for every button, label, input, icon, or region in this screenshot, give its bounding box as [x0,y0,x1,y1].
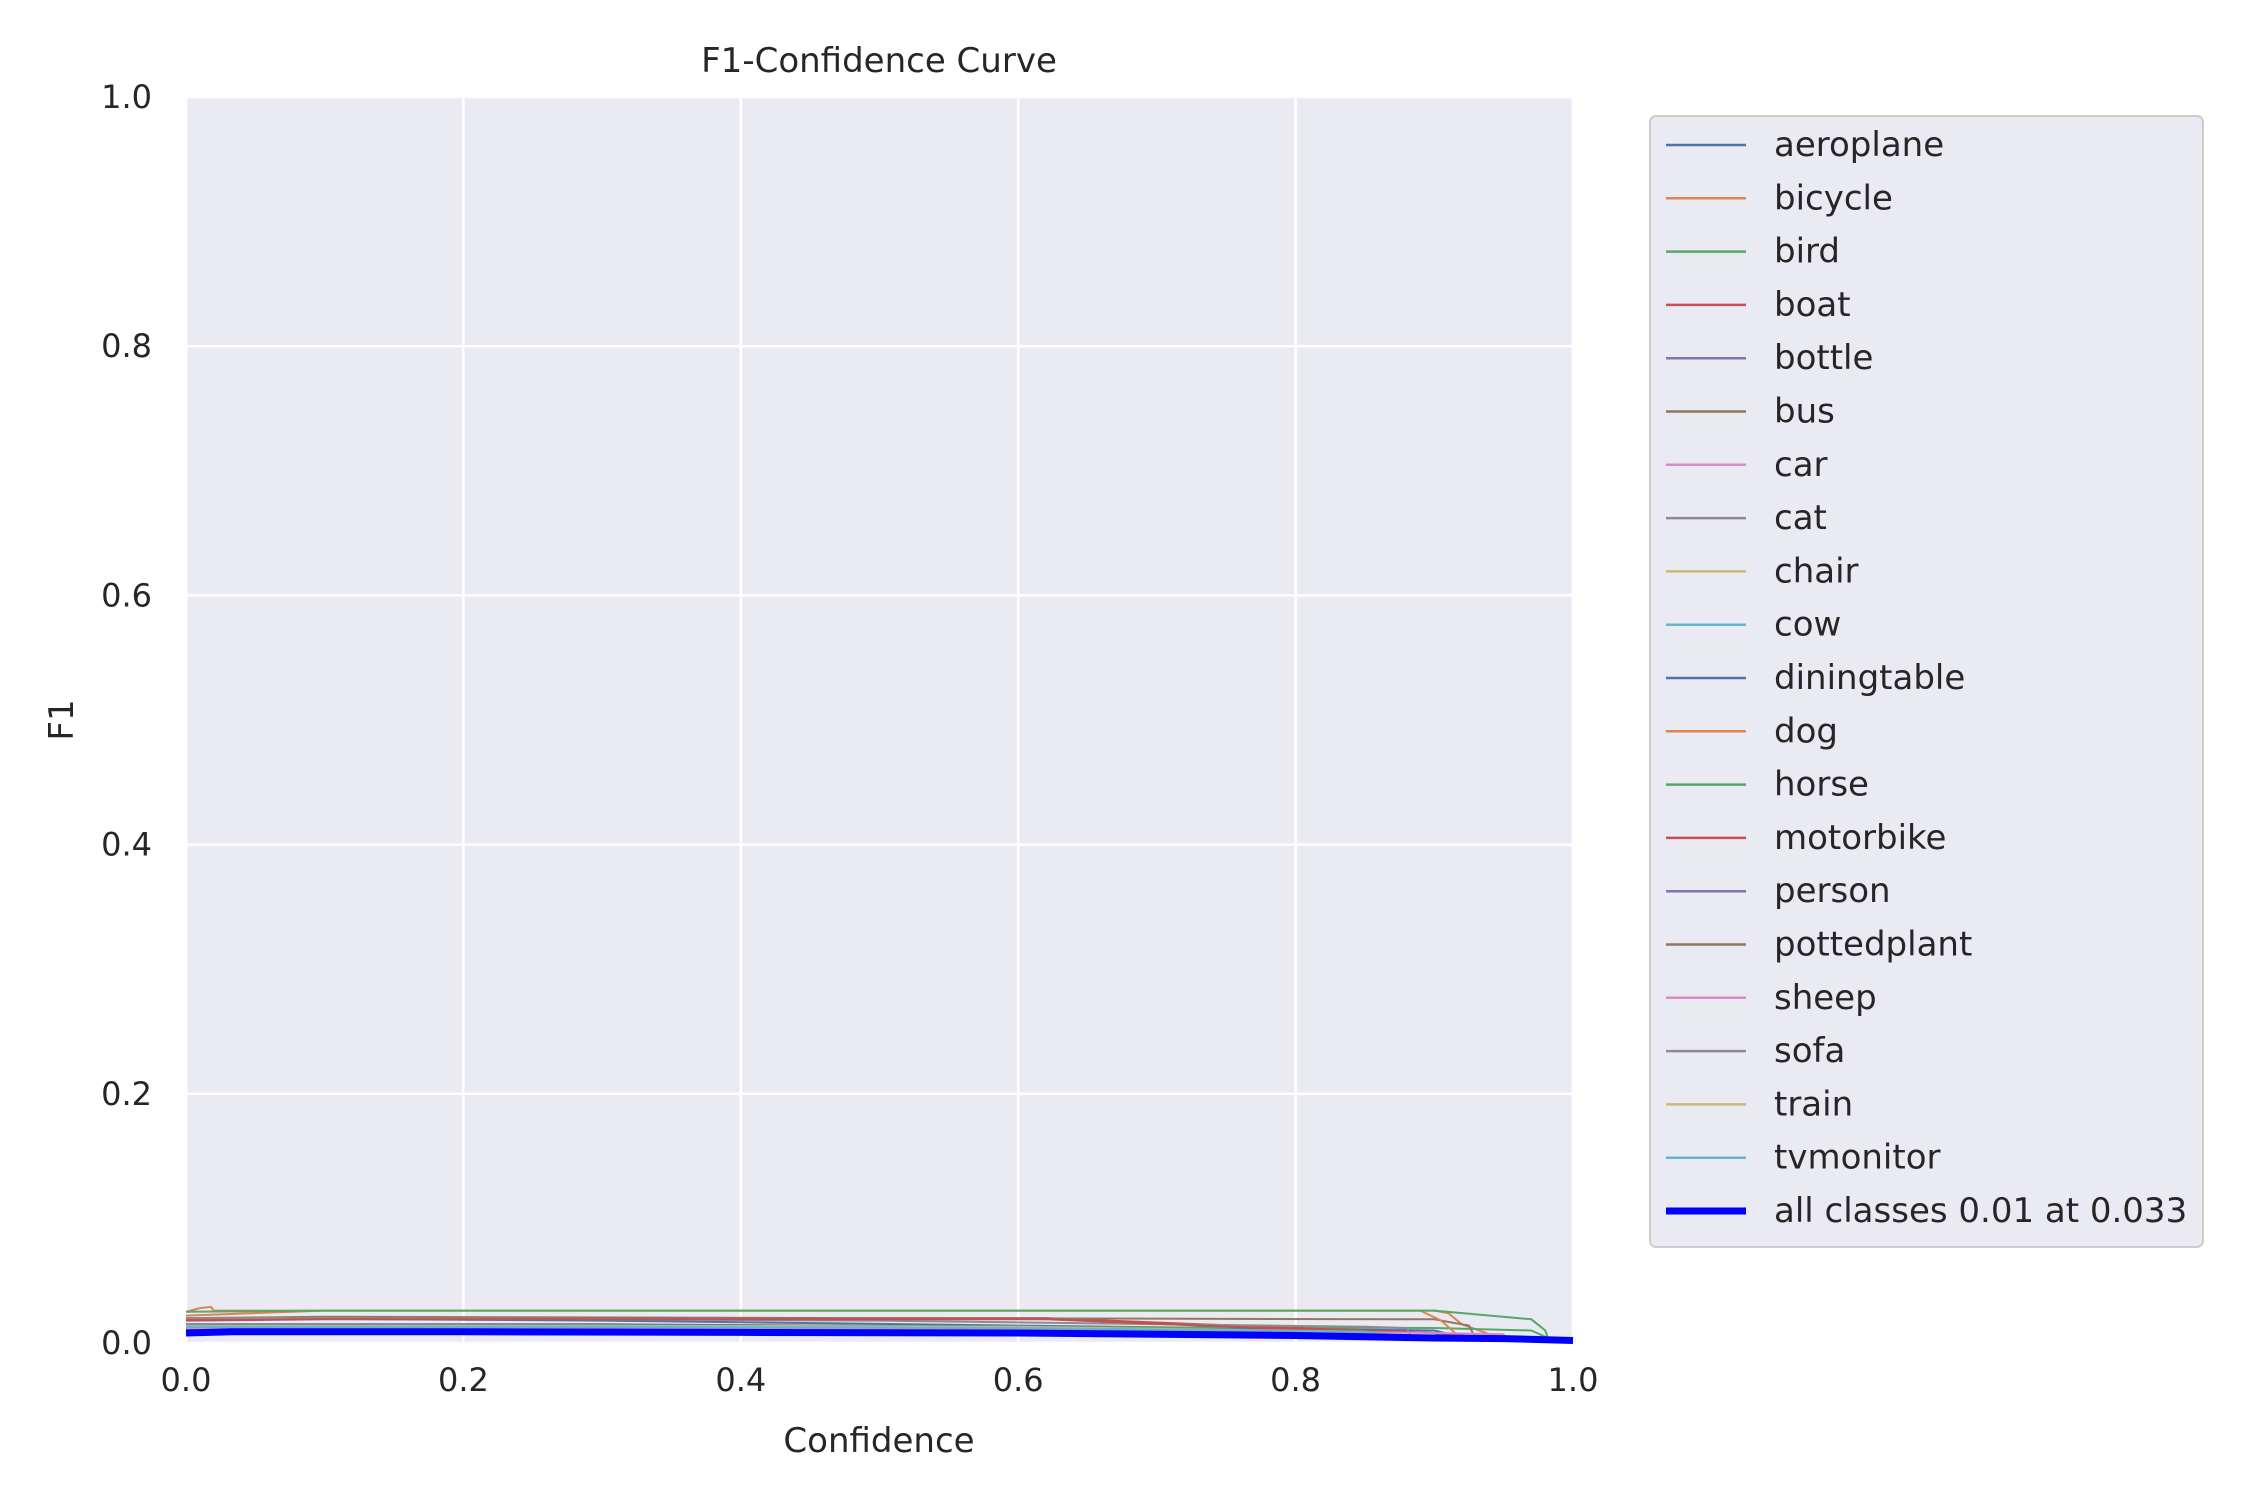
legend-label: bottle [1774,338,1873,378]
legend-label: diningtable [1774,658,1965,698]
series-line [185,1328,1574,1344]
series-line [185,1315,1477,1340]
plot-background [186,97,1573,1343]
y-tick-label: 0.0 [101,1324,152,1362]
x-tick-label: 0.2 [438,1361,489,1399]
legend-label: boat [1774,285,1851,325]
legend-label: cow [1774,605,1841,645]
x-tick-label: 0.6 [993,1361,1044,1399]
legend-label: horse [1774,765,1869,805]
legend-label: dog [1774,711,1838,751]
series-line [185,1309,1549,1339]
y-axis-label: F1 [42,699,82,740]
series-layer [185,1305,1574,1344]
legend-label: tvmonitor [1774,1138,1941,1178]
y-tick-label: 0.4 [101,826,152,864]
x-tick-label: 0.0 [161,1361,212,1399]
axis-ticks: 0.0 0.2 0.4 0.6 0.8 1.0 0.0 0.2 0.4 0.6 0.8 1.0 [101,78,1598,1399]
legend-label: motorbike [1774,818,1946,858]
legend-label: chair [1774,551,1859,591]
x-tick-label: 0.8 [1270,1361,1321,1399]
legend-label: car [1774,445,1828,485]
legend: aeroplane bicycle bird boat bottle bus car cat c… [1649,115,2204,1248]
y-tick-label: 0.2 [101,1075,152,1113]
legend-label: pottedplant [1774,925,1972,965]
x-axis-label: Confidence [783,1421,974,1461]
legend-label: aeroplane [1774,125,1944,165]
legend-label: bicycle [1774,178,1893,218]
y-tick-label: 1.0 [101,78,152,116]
x-tick-label: 1.0 [1548,1361,1599,1399]
chart-title: F1-Confidence Curve [701,41,1057,81]
y-tick-label: 0.8 [101,327,152,365]
legend-label: sofa [1774,1031,1845,1071]
y-tick-label: 0.6 [101,576,152,614]
legend-label: bird [1774,232,1840,272]
legend-label: all classes 0.01 at 0.033 [1774,1191,2187,1231]
legend-frame [1649,115,2204,1248]
series-line [186,1317,1415,1341]
legend-label: train [1774,1084,1853,1124]
legend-label: cat [1774,498,1827,538]
legend-label: bus [1774,392,1835,432]
x-tick-label: 0.4 [715,1361,766,1399]
grid [184,95,1575,1345]
legend-label: sheep [1774,978,1877,1018]
legend-label: person [1774,871,1891,911]
